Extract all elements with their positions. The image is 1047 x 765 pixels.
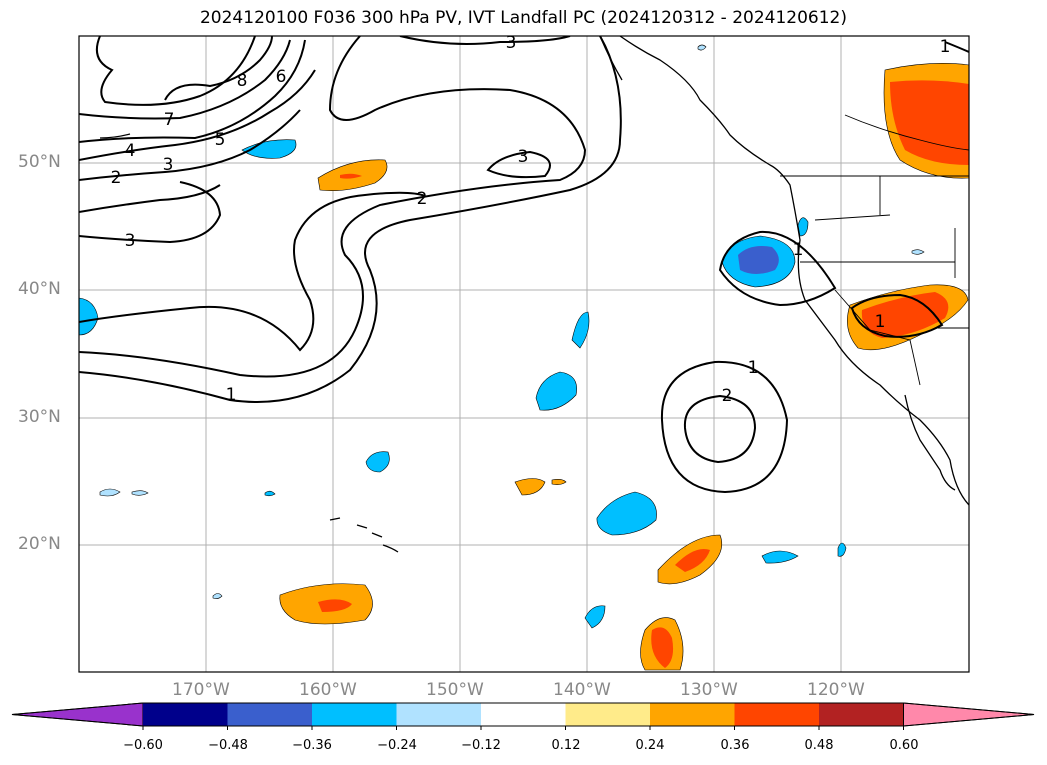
colorbar-tick-label: −0.12	[461, 738, 501, 753]
contour-label-group: 3 8 6 7 5 4 3 2 3 2 3 1 1 1 2 1 1	[111, 33, 951, 406]
contour-label: 1	[793, 240, 804, 260]
map-title: 2024120100 F036 300 hPa PV, IVT Landfall…	[199, 8, 847, 28]
contour-2-west	[79, 36, 587, 378]
contour-3-mid	[79, 181, 222, 244]
gridlines	[79, 36, 969, 672]
colorbar-tick-label: −0.36	[292, 738, 332, 753]
state-borders	[780, 114, 969, 386]
contour-1-42n	[718, 230, 837, 307]
contour-label: 1	[875, 312, 886, 332]
colorbar-tick-label: 0.60	[889, 738, 919, 753]
contour-3-upper	[79, 109, 301, 181]
ivt-shading	[79, 44, 969, 671]
contour-outer-upper	[96, 36, 256, 106]
contour-label: 3	[506, 33, 517, 53]
colorbar-tick-label: 0.12	[551, 738, 581, 753]
negative-anomaly-35n	[571, 311, 590, 349]
lon-label: 130°W	[680, 680, 738, 700]
lon-label: 170°W	[172, 680, 230, 700]
contour-4-upper	[79, 69, 316, 161]
contour-label: 1	[940, 37, 951, 57]
negative-anomaly-31n	[535, 371, 577, 411]
colorbar-tick-label: 0.36	[720, 738, 750, 753]
colorbar-segment	[481, 703, 566, 726]
contour-3-west	[79, 191, 426, 352]
contour-label: 1	[748, 358, 759, 378]
contour-label: 1	[226, 385, 237, 405]
contour-label: 2	[417, 189, 428, 209]
contour-3-top	[399, 36, 571, 45]
colorbar-segment	[819, 703, 904, 726]
lat-label: 40°N	[18, 279, 61, 299]
lat-label: 20°N	[18, 534, 61, 554]
plot-frame	[78, 35, 970, 673]
lat-label: 50°N	[18, 152, 61, 172]
lat-label: 30°N	[18, 407, 61, 427]
colorbar	[11, 702, 1035, 730]
lon-label: 120°W	[807, 680, 865, 700]
pv-contours	[79, 36, 969, 494]
negative-anomaly-50n	[241, 139, 297, 159]
negative-anomaly-26n	[365, 451, 390, 473]
colorbar-segment	[396, 703, 481, 726]
contour-2-upper	[79, 184, 221, 213]
contour-label: 3	[518, 147, 529, 167]
colorbar-segment	[734, 703, 819, 726]
contour-label: 4	[125, 141, 136, 161]
contour-8-upper	[164, 36, 273, 101]
contour-label: 7	[164, 110, 175, 130]
colorbar-segment	[143, 703, 228, 726]
contour-label: 3	[125, 231, 136, 251]
lon-label: 150°W	[426, 680, 484, 700]
negative-anomaly-22n	[596, 491, 657, 536]
colorbar-tick-label: −0.60	[123, 738, 163, 753]
contour-1-west	[79, 36, 622, 403]
contour-1-ne	[944, 41, 969, 53]
contour-label: 6	[276, 67, 287, 87]
colorbar-tick-label: −0.24	[377, 738, 417, 753]
contour-3-inner	[486, 150, 551, 179]
colorbar-tick-label: 0.48	[804, 738, 834, 753]
colorbar-extend-left	[11, 702, 144, 727]
colorbar-segment	[227, 703, 312, 726]
colorbar-extend-right	[903, 702, 1035, 727]
contour-7-upper	[79, 39, 291, 120]
colorbar-segment	[312, 703, 397, 726]
contour-label: 2	[722, 386, 733, 406]
plot-area	[79, 36, 969, 672]
colorbar-tick-label: −0.48	[208, 738, 248, 753]
colorbar-segment	[650, 703, 735, 726]
contour-1-ca	[850, 293, 944, 338]
contour-2-ring	[683, 394, 757, 464]
contour-label: 2	[111, 168, 122, 188]
lon-label: 140°W	[553, 680, 611, 700]
contour-label: 8	[237, 71, 248, 91]
colorbar-tick-label: 0.24	[635, 738, 665, 753]
contour-1-ring	[660, 360, 789, 494]
lon-label: 160°W	[299, 680, 357, 700]
contour-5-upper	[79, 39, 306, 143]
contour-label: 5	[215, 130, 226, 150]
contour-label: 3	[163, 155, 174, 175]
colorbar-segment	[565, 703, 650, 726]
coastlines	[99, 36, 969, 553]
